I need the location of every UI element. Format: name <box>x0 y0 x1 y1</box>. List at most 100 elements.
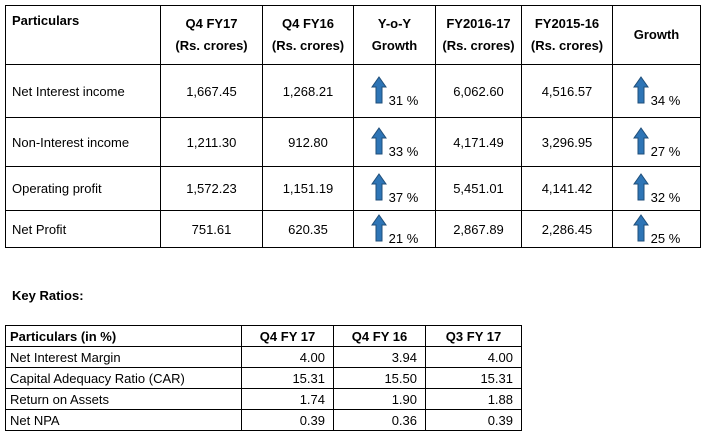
table-cell: 1.88 <box>425 388 522 410</box>
table-cell: 1,151.19 <box>262 166 354 211</box>
growth: 27 % <box>632 126 680 159</box>
up-arrow <box>632 75 649 103</box>
header-text: Q4 FY17 <box>185 16 238 31</box>
header-text: Q4 FY16 <box>281 16 335 31</box>
column-header: Growth <box>612 5 701 65</box>
column-header: Q4 FY16 (Rs. crores) <box>262 5 354 65</box>
table-cell: 3.94 <box>333 346 426 368</box>
header-row: Particulars Q4 FY17 (Rs. crores) Q4 FY16 (Rs… <box>5 5 701 65</box>
table-cell: 21 % <box>353 210 436 248</box>
table-cell: 1.90 <box>333 388 426 410</box>
header-text: Growth <box>371 38 418 53</box>
up-arrow <box>370 126 387 154</box>
table-cell: 4,141.42 <box>521 166 613 211</box>
growth: 31 % <box>370 75 418 108</box>
table-cell: 34 % <box>612 64 701 118</box>
up-arrow <box>370 213 387 241</box>
table-cell: 0.36 <box>333 409 426 431</box>
growth: 37 % <box>370 173 418 205</box>
growth: 33 % <box>370 126 418 159</box>
table-cell: 15.31 <box>241 367 334 389</box>
table-cell: 4.00 <box>241 346 334 368</box>
table-cell: Net Interest income <box>5 64 161 118</box>
ratios-table: Particulars (in %) Q4 FY 17 Q4 FY 16 Q3 FY … <box>5 325 522 431</box>
table-cell: 1,268.21 <box>262 64 354 118</box>
growth-value: 33 % <box>388 143 419 159</box>
table-row: Return on Assets 1.74 1.90 1.88 <box>5 388 522 410</box>
table-cell: 33 % <box>353 117 436 167</box>
table-cell: 4,171.49 <box>435 117 522 167</box>
header-text: FY2015-16 <box>534 16 600 31</box>
table-cell: 4.00 <box>425 346 522 368</box>
column-header: Q4 FY 17 <box>241 325 334 347</box>
table-cell: 2,286.45 <box>521 210 613 248</box>
table-cell: 5,451.01 <box>435 166 522 211</box>
table-row: Capital Adequacy Ratio (CAR) 15.31 15.50 15… <box>5 367 522 389</box>
up-arrow <box>370 75 387 103</box>
up-arrow <box>370 173 387 201</box>
table-cell: 3,296.95 <box>521 117 613 167</box>
header-row: Particulars (in %) Q4 FY 17 Q4 FY 16 Q3 FY … <box>5 325 522 347</box>
table-cell: 15.50 <box>333 367 426 389</box>
up-arrow <box>632 126 649 154</box>
table-row: Net Profit 751.61 620.35 21 % 2,867.89 2,286.… <box>5 210 701 248</box>
table-cell: 0.39 <box>241 409 334 431</box>
header-text: FY2016-17 <box>446 16 511 31</box>
growth-value: 21 % <box>388 230 419 246</box>
results-table: Particulars Q4 FY17 (Rs. crores) Q4 FY16 (Rs… <box>5 5 701 248</box>
table-row: Net Interest income 1,667.45 1,268.21 31 % 6… <box>5 64 701 118</box>
growth-value: 27 % <box>650 143 681 159</box>
table-cell: 37 % <box>353 166 436 211</box>
table-cell: Net NPA <box>5 409 242 431</box>
table-cell: 32 % <box>612 166 701 211</box>
table-cell: 1,211.30 <box>160 117 263 167</box>
column-header: Y-o-Y Growth <box>353 5 436 65</box>
table-cell: Return on Assets <box>5 388 242 410</box>
table-row: Net Interest Margin 4.00 3.94 4.00 <box>5 346 522 368</box>
table-row: Non-Interest income 1,211.30 912.80 33 % 4,1… <box>5 117 701 167</box>
table-row: Net NPA 0.39 0.36 0.39 <box>5 409 522 431</box>
header-text: Particulars <box>12 13 80 28</box>
column-header: FY2016-17 (Rs. crores) <box>435 5 522 65</box>
table-cell: 31 % <box>353 64 436 118</box>
table-cell: Operating profit <box>5 166 161 211</box>
table-cell: 27 % <box>612 117 701 167</box>
growth-value: 31 % <box>388 92 419 108</box>
table-cell: Net Interest Margin <box>5 346 242 368</box>
growth: 21 % <box>370 213 418 246</box>
table-cell: Non-Interest income <box>5 117 161 167</box>
column-header: FY2015-16 (Rs. crores) <box>521 5 613 65</box>
header-text: Growth <box>633 27 680 42</box>
column-header: Q4 FY 16 <box>333 325 426 347</box>
table-cell: 2,867.89 <box>435 210 522 248</box>
growth: 25 % <box>632 213 680 246</box>
table-cell: 0.39 <box>425 409 522 431</box>
table-cell: 751.61 <box>160 210 263 248</box>
header-text: (Rs. crores) <box>271 38 345 53</box>
column-header: Particulars <box>5 5 161 65</box>
table-cell: 620.35 <box>262 210 354 248</box>
table-cell: 6,062.60 <box>435 64 522 118</box>
growth-value: 34 % <box>650 92 681 108</box>
column-header: Q4 FY17 (Rs. crores) <box>160 5 263 65</box>
growth: 32 % <box>632 173 680 205</box>
section-title: Key Ratios: <box>12 288 84 303</box>
table-cell: 1.74 <box>241 388 334 410</box>
header-text: Y-o-Y <box>377 16 412 31</box>
growth: 34 % <box>632 75 680 108</box>
header-text: (Rs. crores) <box>530 38 604 53</box>
table-cell: 1,667.45 <box>160 64 263 118</box>
table-cell: 4,516.57 <box>521 64 613 118</box>
table-cell: Capital Adequacy Ratio (CAR) <box>5 367 242 389</box>
growth-value: 25 % <box>650 230 681 246</box>
header-text: (Rs. crores) <box>442 38 515 53</box>
table-cell: 1,572.23 <box>160 166 263 211</box>
table-cell: 25 % <box>612 210 701 248</box>
table-cell: 15.31 <box>425 367 522 389</box>
table-cell: 912.80 <box>262 117 354 167</box>
column-header: Q3 FY 17 <box>425 325 522 347</box>
header-text: (Rs. crores) <box>175 38 248 53</box>
up-arrow <box>632 213 649 241</box>
column-header: Particulars (in %) <box>5 325 242 347</box>
